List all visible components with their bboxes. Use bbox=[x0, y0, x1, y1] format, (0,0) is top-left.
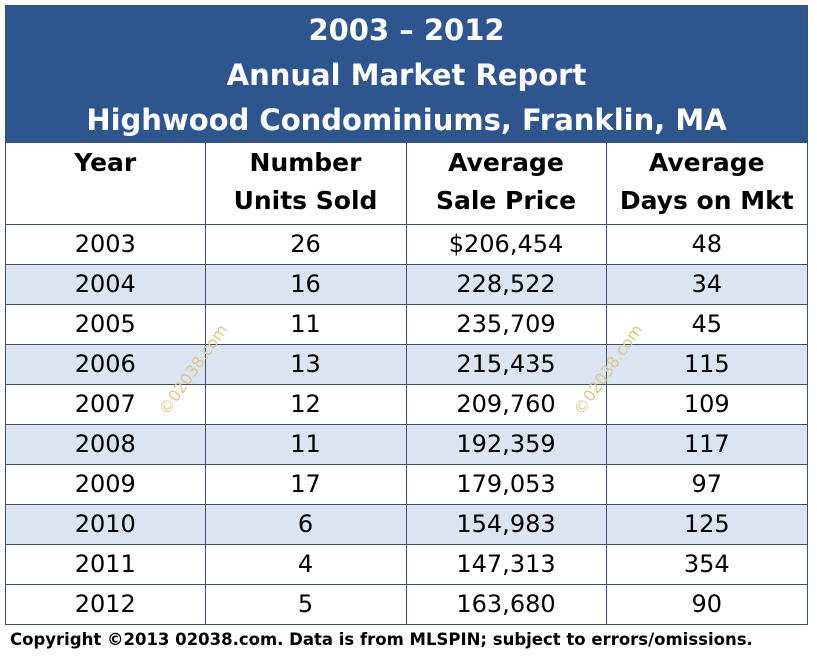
cell-units: 11 bbox=[204, 304, 407, 345]
column-header-days: Average Days on Mkt bbox=[605, 143, 807, 225]
table-row: 2012 5 163,680 90 bbox=[6, 584, 807, 624]
cell-days: 34 bbox=[605, 264, 807, 305]
cell-year: 2008 bbox=[6, 424, 206, 465]
cell-price: 215,435 bbox=[405, 344, 607, 385]
cell-price: $206,454 bbox=[405, 224, 607, 265]
cell-price: 179,053 bbox=[405, 464, 607, 505]
cell-units: 4 bbox=[204, 544, 407, 585]
cell-price: 154,983 bbox=[405, 504, 607, 545]
table-row: 2009 17 179,053 97 bbox=[6, 464, 807, 505]
column-header-units-line2: Units Sold bbox=[233, 186, 378, 215]
column-header-days-line2: Days on Mkt bbox=[619, 186, 794, 215]
table-row: 2006 13 215,435 115 bbox=[6, 344, 807, 385]
cell-units: 13 bbox=[204, 344, 407, 385]
cell-price: 192,359 bbox=[405, 424, 607, 465]
cell-days: 125 bbox=[605, 504, 807, 545]
table-row: 2010 6 154,983 125 bbox=[6, 504, 807, 545]
cell-days: 45 bbox=[605, 304, 807, 345]
cell-days: 90 bbox=[605, 584, 807, 624]
cell-price: 228,522 bbox=[405, 264, 607, 305]
cell-days: 354 bbox=[605, 544, 807, 585]
report-title: Annual Market Report bbox=[226, 58, 587, 92]
cell-year: 2006 bbox=[6, 344, 206, 385]
cell-units: 16 bbox=[204, 264, 407, 305]
column-header-units: Number Units Sold bbox=[204, 143, 407, 225]
cell-units: 11 bbox=[204, 424, 407, 465]
cell-price: 163,680 bbox=[405, 584, 607, 624]
cell-price: 235,709 bbox=[405, 304, 607, 345]
cell-days: 48 bbox=[605, 224, 807, 265]
cell-price: 209,760 bbox=[405, 384, 607, 425]
column-header-days-line1: Average bbox=[648, 148, 765, 177]
report-header: 2003 – 2012 Annual Market Report Highwoo… bbox=[6, 6, 807, 143]
data-table: Year Number Units Sold Average Sale Pric… bbox=[6, 143, 807, 624]
table-row: 2011 4 147,313 354 bbox=[6, 544, 807, 585]
market-report-table: 2003 – 2012 Annual Market Report Highwoo… bbox=[5, 5, 808, 625]
cell-units: 26 bbox=[204, 224, 407, 265]
table-row: 2005 11 235,709 45 bbox=[6, 304, 807, 345]
report-date-range: 2003 – 2012 bbox=[308, 13, 505, 47]
cell-year: 2007 bbox=[6, 384, 206, 425]
cell-units: 5 bbox=[204, 584, 407, 624]
cell-days: 109 bbox=[605, 384, 807, 425]
table-row: 2008 11 192,359 117 bbox=[6, 424, 807, 465]
column-header-year: Year bbox=[6, 143, 206, 225]
column-header-price-line2: Sale Price bbox=[435, 186, 577, 215]
column-header-year-line1: Year bbox=[74, 148, 137, 177]
cell-days: 97 bbox=[605, 464, 807, 505]
cell-days: 117 bbox=[605, 424, 807, 465]
report-subject: Highwood Condominiums, Franklin, MA bbox=[86, 103, 727, 137]
table-row: 2004 16 228,522 34 bbox=[6, 264, 807, 305]
cell-year: 2003 bbox=[6, 224, 206, 265]
table-row: 2003 26 $206,454 48 bbox=[6, 224, 807, 265]
column-header-units-line1: Number bbox=[249, 148, 362, 177]
cell-units: 6 bbox=[204, 504, 407, 545]
cell-year: 2010 bbox=[6, 504, 206, 545]
cell-days: 115 bbox=[605, 344, 807, 385]
cell-price: 147,313 bbox=[405, 544, 607, 585]
cell-year: 2012 bbox=[6, 584, 206, 624]
copyright-footer: Copyright ©2013 02038.com. Data is from … bbox=[10, 630, 753, 649]
cell-year: 2009 bbox=[6, 464, 206, 505]
cell-year: 2011 bbox=[6, 544, 206, 585]
table-row: 2007 12 209,760 109 bbox=[6, 384, 807, 425]
column-header-price-line1: Average bbox=[448, 148, 564, 177]
column-header-row: Year Number Units Sold Average Sale Pric… bbox=[6, 143, 807, 225]
cell-year: 2004 bbox=[6, 264, 206, 305]
cell-units: 17 bbox=[204, 464, 407, 505]
column-header-price: Average Sale Price bbox=[405, 143, 607, 225]
cell-units: 12 bbox=[204, 384, 407, 425]
cell-year: 2005 bbox=[6, 304, 206, 345]
